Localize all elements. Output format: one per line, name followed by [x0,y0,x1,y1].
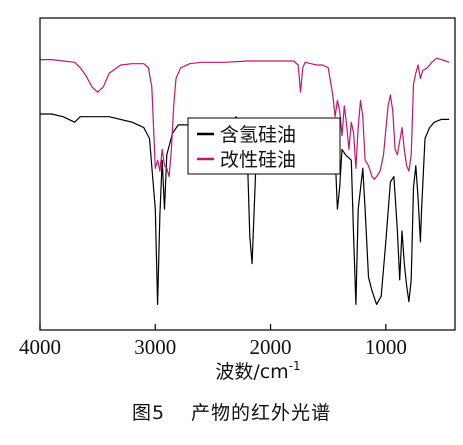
legend: 含氢硅油 改性硅油 [187,117,341,175]
ir-spectrum-chart: 4000 3000 2000 1000 波数/cm-1 含氢硅油 改性硅油 [19,17,456,383]
x-tick-label: 3000 [134,335,176,359]
x-axis-title: 波数/cm-1 [215,359,300,383]
legend-box [187,117,341,175]
figure-caption: 图5 产物的红外光谱 [0,398,463,425]
series-line-modified-silicone [40,57,450,180]
legend-label-modified-silicone: 改性硅油 [220,149,296,171]
figure-number: 图5 [131,402,166,424]
x-tick-label: 1000 [365,335,407,359]
figure-caption-text: 产物的红外光谱 [191,402,332,424]
x-tick-label: 4000 [19,335,61,359]
x-tick-label: 2000 [250,335,292,359]
plot-frame [39,17,456,331]
x-axis-title-sup: -1 [289,359,301,373]
x-axis-title-main: 波数/cm [215,361,288,383]
legend-label-hydrogen-silicone: 含氢硅油 [220,124,296,146]
